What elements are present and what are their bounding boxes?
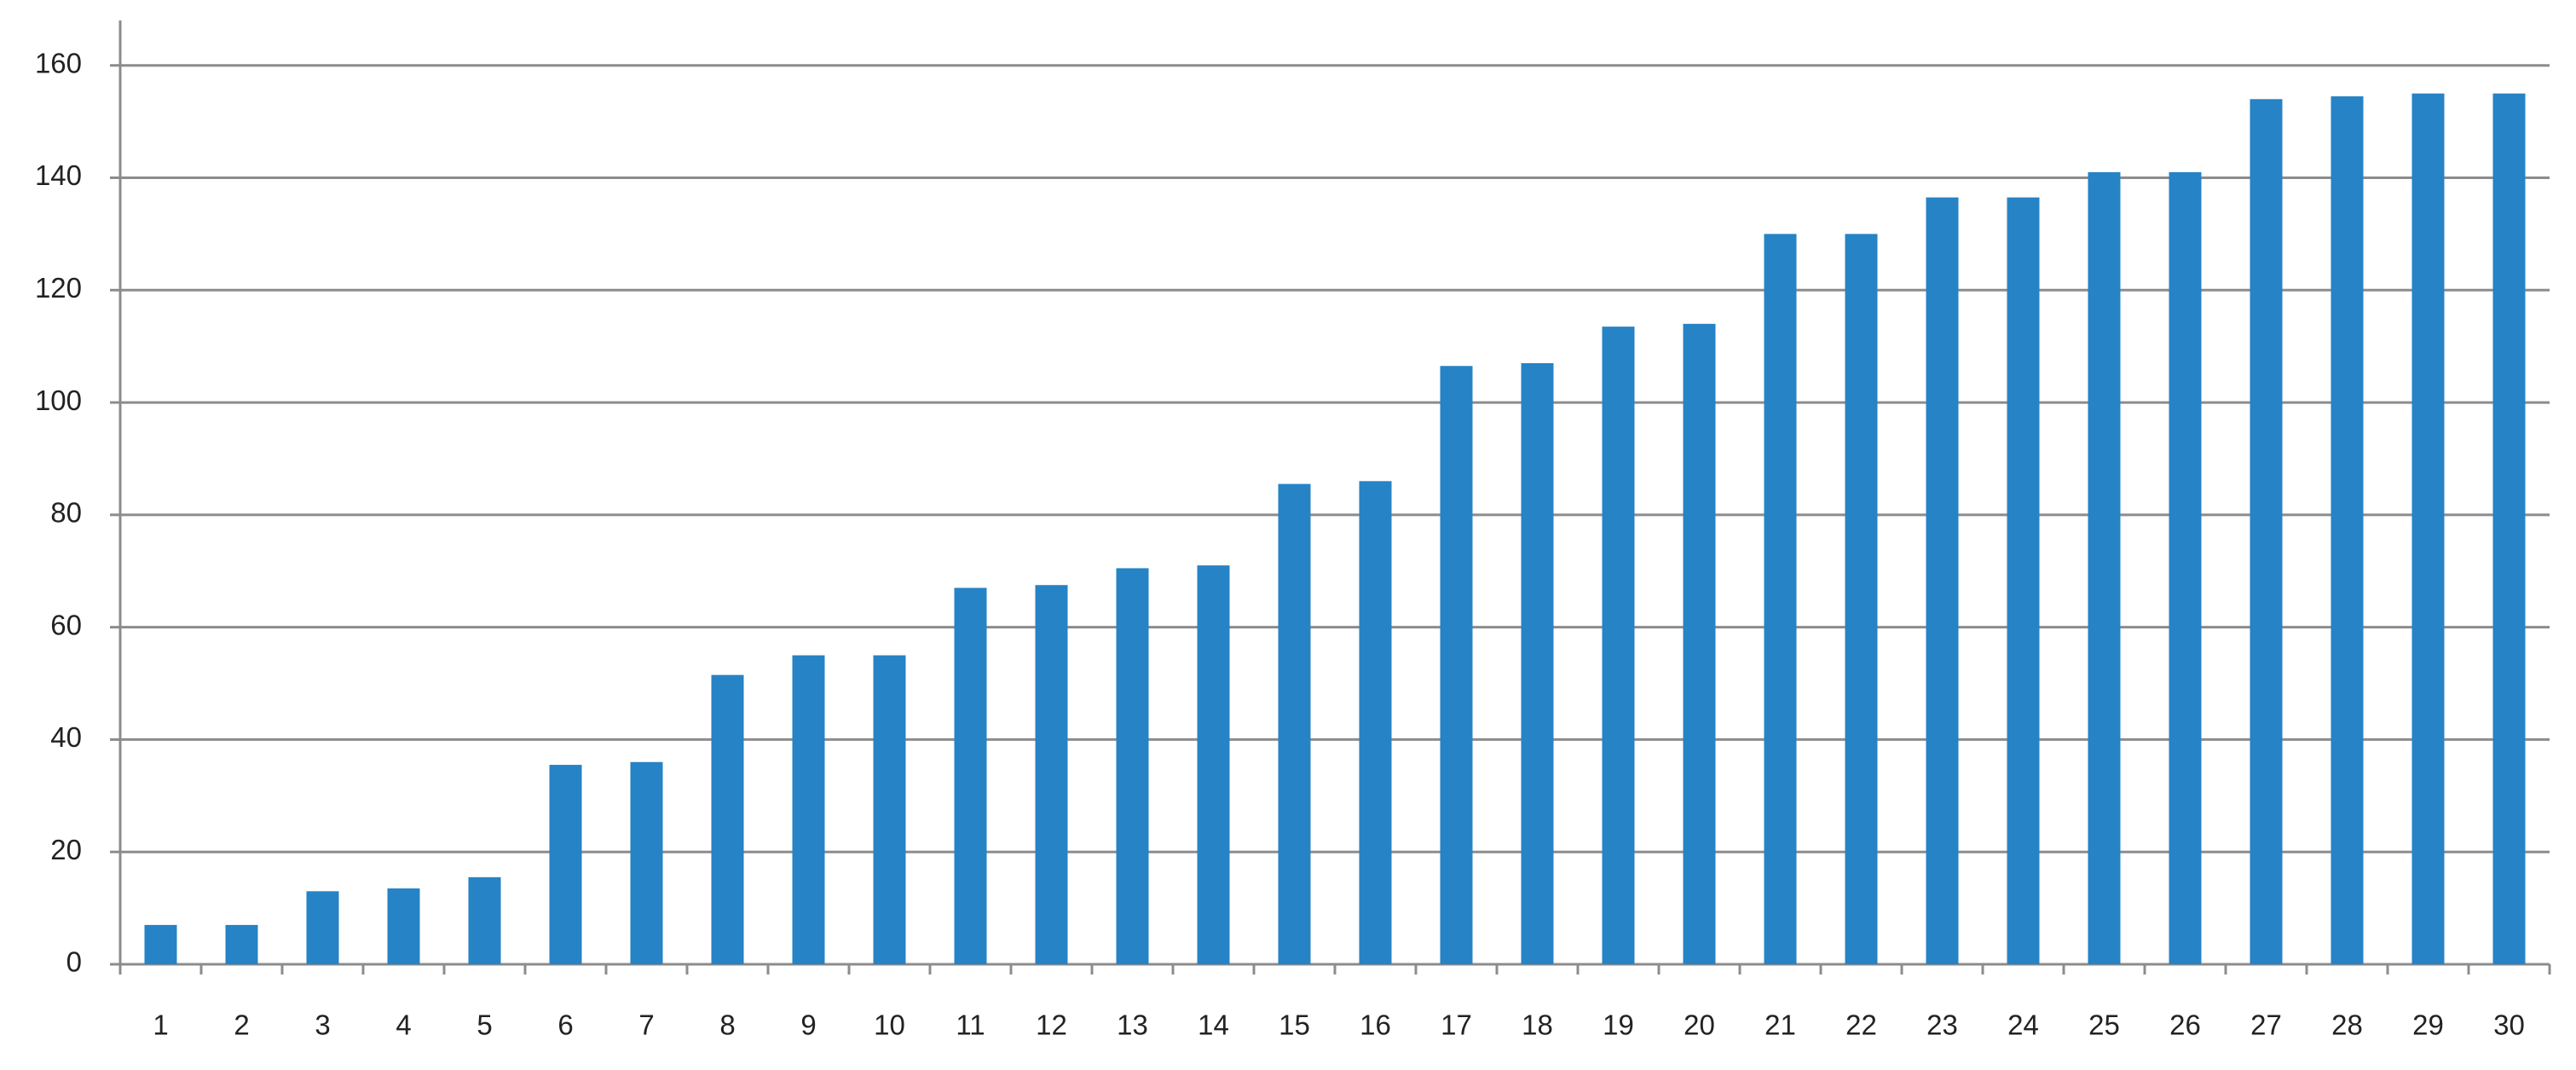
- x-tick-label: 11: [956, 1009, 985, 1041]
- x-tick-label: 12: [1036, 1009, 1067, 1041]
- bar: [2007, 197, 2040, 964]
- bar: [1359, 481, 1392, 964]
- bar: [873, 655, 906, 964]
- x-tick-label: 27: [2250, 1009, 2282, 1041]
- y-tick-label: 160: [35, 47, 82, 78]
- y-tick-label: 40: [50, 721, 82, 753]
- x-tick-label: 14: [1198, 1009, 1229, 1041]
- bar: [549, 765, 582, 964]
- y-tick-label: 0: [66, 946, 82, 978]
- bar: [711, 674, 744, 964]
- bar: [2169, 171, 2202, 965]
- bar: [1035, 585, 1068, 964]
- x-tick-label: 16: [1360, 1009, 1391, 1041]
- y-tick-label: 80: [50, 497, 82, 529]
- y-tick-label: 100: [35, 385, 82, 416]
- y-tick-label: 20: [50, 834, 82, 865]
- bar: [306, 891, 339, 964]
- x-tick-label: 17: [1441, 1009, 1472, 1041]
- x-tick-label: 23: [1926, 1009, 1958, 1041]
- x-tick-label: 28: [2331, 1009, 2363, 1041]
- bar: [1521, 362, 1554, 965]
- x-tick-label: 15: [1279, 1009, 1310, 1041]
- x-tick-label: 4: [396, 1009, 411, 1041]
- bar: [1764, 234, 1797, 965]
- bar: [225, 924, 258, 964]
- x-tick-label: 19: [1603, 1009, 1634, 1041]
- bar: [1602, 327, 1635, 964]
- bar: [792, 655, 825, 964]
- bar: [630, 761, 663, 964]
- x-tick-label: 9: [800, 1009, 816, 1041]
- x-tick-label: 29: [2412, 1009, 2444, 1041]
- x-tick-label: 8: [719, 1009, 735, 1041]
- bar: [2411, 93, 2445, 965]
- x-tick-label: 30: [2493, 1009, 2525, 1041]
- x-tick-label: 3: [315, 1009, 330, 1041]
- bar: [2250, 99, 2283, 964]
- x-tick-label: 25: [2088, 1009, 2120, 1041]
- x-tick-label: 13: [1117, 1009, 1148, 1041]
- bar: [1116, 568, 1149, 964]
- x-tick-label: 22: [1845, 1009, 1877, 1041]
- x-tick-label: 21: [1765, 1009, 1796, 1041]
- bar: [1440, 366, 1473, 964]
- bar: [387, 888, 420, 964]
- bar: [2088, 171, 2121, 965]
- bar: [1845, 234, 1878, 965]
- y-tick-label: 60: [50, 609, 82, 640]
- x-tick-label: 2: [234, 1009, 249, 1041]
- bar: [1197, 565, 1230, 964]
- bar: [2331, 95, 2364, 964]
- x-tick-label: 24: [2007, 1009, 2039, 1041]
- x-tick-label: 26: [2169, 1009, 2201, 1041]
- bar: [1926, 197, 1959, 964]
- bar: [1683, 323, 1716, 965]
- x-tick-label: 6: [557, 1009, 573, 1041]
- x-tick-label: 20: [1684, 1009, 1715, 1041]
- x-tick-label: 5: [477, 1009, 492, 1041]
- y-tick-label: 120: [35, 272, 82, 304]
- x-tick-label: 10: [874, 1009, 905, 1041]
- bar: [2492, 93, 2526, 965]
- x-tick-label: 1: [153, 1009, 168, 1041]
- bar: [1278, 483, 1311, 964]
- bar: [468, 876, 501, 964]
- x-tick-label: 7: [638, 1009, 654, 1041]
- x-tick-label: 18: [1522, 1009, 1553, 1041]
- bar: [144, 924, 177, 964]
- bar: [954, 587, 987, 964]
- y-tick-label: 140: [35, 159, 82, 191]
